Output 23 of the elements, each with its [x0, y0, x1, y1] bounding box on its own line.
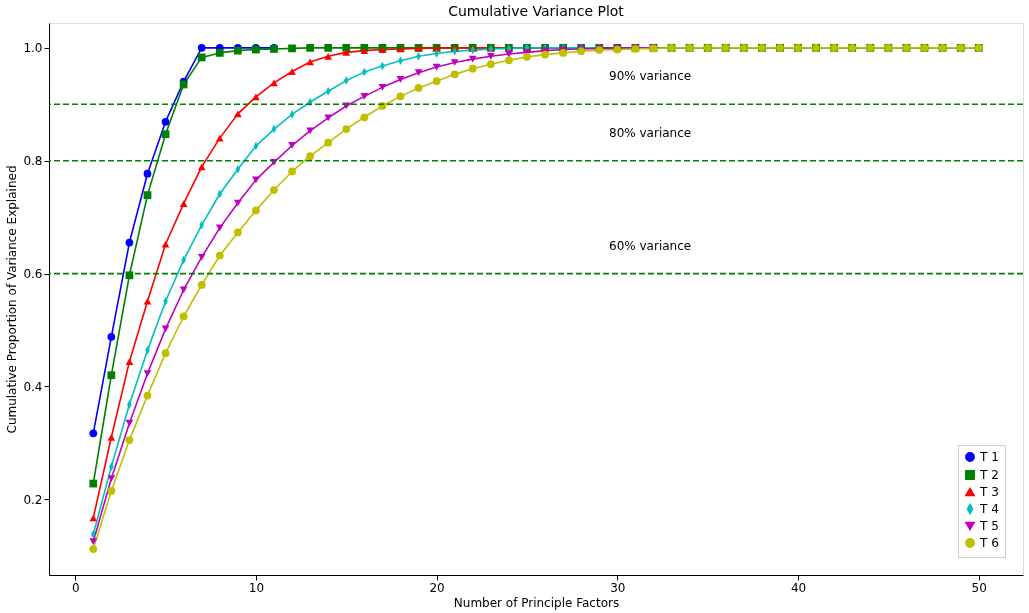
y-tick-label: 0.4: [23, 379, 43, 394]
annotation: 80% variance: [609, 125, 692, 140]
x-tick-label: 10: [248, 580, 265, 595]
x-axis-title: Number of Principle Factors: [453, 595, 620, 610]
y-tick-label: 0.6: [23, 267, 43, 282]
legend-label: T 4: [979, 502, 999, 516]
annotation: 60% variance: [609, 238, 692, 253]
legend-label: T 6: [979, 536, 999, 550]
x-tick-label: 20: [429, 580, 445, 595]
legend-label: T 3: [979, 485, 999, 499]
x-tick-label: 50: [971, 580, 987, 595]
legend-label: T 1: [979, 450, 999, 464]
annotation: 90% variance: [609, 69, 692, 84]
y-tick-label: 1.0: [23, 41, 43, 56]
chart-title: Cumulative Variance Plot: [448, 3, 625, 19]
legend-label: T 5: [979, 519, 999, 533]
x-tick-label: 40: [790, 580, 807, 595]
legend-label: T 2: [979, 468, 999, 482]
x-tick-label: 0: [71, 580, 80, 595]
x-tick-label: 30: [610, 580, 626, 595]
y-tick-label: 0.2: [23, 492, 43, 507]
y-axis-title: Cumulative Proportion of Variance Explained: [5, 165, 20, 434]
y-tick-label: 0.8: [23, 154, 43, 169]
